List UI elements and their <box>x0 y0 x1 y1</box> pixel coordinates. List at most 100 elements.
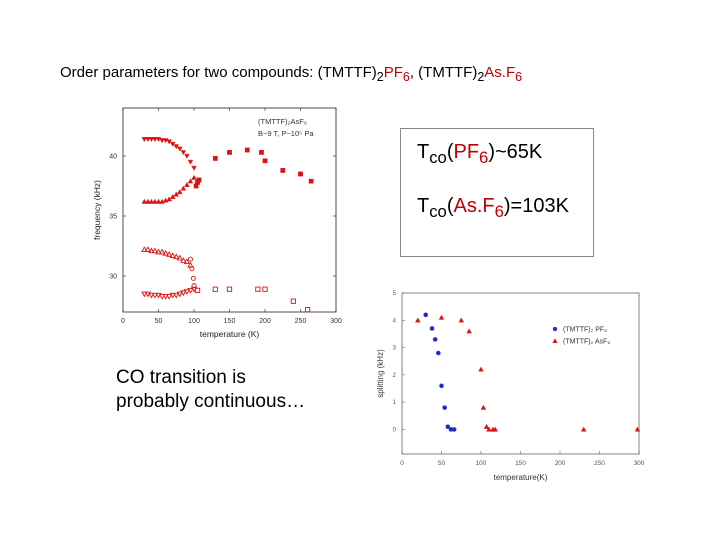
data-point <box>158 294 166 300</box>
data-point <box>262 286 268 292</box>
data-point <box>183 258 191 264</box>
plot-frame <box>401 292 640 455</box>
data-point <box>183 289 191 295</box>
slide-title: Order parameters for two compounds: (TMT… <box>60 64 522 84</box>
data-point <box>148 247 155 254</box>
data-point <box>191 174 197 180</box>
data-point <box>483 423 490 429</box>
title-sep: , <box>409 64 419 81</box>
data-point <box>290 298 297 304</box>
data-point <box>177 146 183 152</box>
data-point <box>155 248 162 255</box>
data-point <box>141 246 148 252</box>
data-point <box>634 426 641 432</box>
title-comp1-anion: PF <box>383 64 403 81</box>
data-point <box>141 137 148 143</box>
data-point <box>436 350 441 356</box>
data-point <box>423 312 428 318</box>
data-point <box>466 328 472 334</box>
data-point <box>298 171 303 177</box>
data-point <box>226 286 233 292</box>
data-point <box>145 198 151 204</box>
y-tick-label: 2 <box>393 373 397 379</box>
y-tick-label: 3 <box>393 346 397 352</box>
data-point <box>173 253 180 260</box>
title-prefix: Order parameters for two compounds: <box>60 64 318 81</box>
co-transition-note: CO transition is probably continuous… <box>116 366 306 414</box>
y-tick-label: 4 <box>393 318 397 324</box>
data-point <box>155 198 162 204</box>
y-tick-label: 0 <box>393 427 397 433</box>
title-comp1-base: (TMTTF) <box>317 64 377 81</box>
data-point <box>486 426 492 432</box>
data-point <box>308 178 314 184</box>
y-tick-label: 40 <box>109 154 117 161</box>
data-point <box>169 193 176 199</box>
data-point <box>442 405 447 410</box>
x-tick-label: 0 <box>400 460 404 467</box>
x-tick-label: 100 <box>188 318 200 325</box>
data-point <box>187 178 194 184</box>
data-point <box>152 198 158 204</box>
data-point <box>180 185 187 191</box>
data-point <box>194 287 201 294</box>
data-point <box>145 137 151 143</box>
x-tick-label: 150 <box>224 318 236 325</box>
data-point <box>184 153 190 159</box>
x-tick-label: 200 <box>259 318 271 325</box>
legend-marker <box>552 326 558 332</box>
data-point <box>432 337 438 342</box>
data-point <box>280 168 286 173</box>
y-tick-label: 35 <box>109 214 117 221</box>
x-tick-label: 250 <box>295 318 307 325</box>
data-point <box>165 251 173 257</box>
title-comp2-anion: As.F <box>484 64 516 81</box>
data-point <box>187 288 194 294</box>
data-point <box>451 427 457 432</box>
frequency-chart: 0 50 100 150 200 250 300 40 35 30 temperature (K) f… <box>92 107 342 339</box>
x-tick-label: 100 <box>476 460 487 467</box>
data-point <box>148 292 155 299</box>
data-point <box>262 158 268 164</box>
data-point <box>158 248 166 255</box>
data-point <box>169 292 176 299</box>
data-point <box>212 156 218 161</box>
title-comp1-anion-sub: 6 <box>402 70 410 84</box>
y-tick-label: 5 <box>393 291 397 297</box>
data-point <box>148 198 155 204</box>
data-point <box>580 426 587 432</box>
title-comp2-anion-sub: 6 <box>515 70 523 84</box>
data-point <box>415 317 421 323</box>
x-tick-label: 150 <box>515 460 526 467</box>
data-point <box>162 249 169 256</box>
data-point <box>173 144 179 150</box>
data-point <box>255 286 261 292</box>
x-tick-label: 0 <box>121 318 125 325</box>
title-comp1-sub: 2 <box>376 70 384 84</box>
data-point <box>166 139 172 145</box>
data-point <box>196 177 202 183</box>
x-tick-label: 250 <box>594 460 605 467</box>
data-point <box>144 246 152 252</box>
y-tick-label: 30 <box>109 274 117 281</box>
data-point <box>180 257 187 263</box>
data-point <box>492 426 498 432</box>
y-axis-label: splitting (kHz) <box>376 349 385 398</box>
data-point <box>191 165 197 171</box>
data-point <box>190 275 196 281</box>
data-point <box>187 159 194 165</box>
tco-pf6-line: Tco(PF6)~65K <box>417 141 543 167</box>
data-point <box>439 383 444 389</box>
data-point <box>244 147 250 153</box>
data-point <box>162 294 169 300</box>
plot-legend-compound: (TMTTF)₂AsF₆ <box>258 117 307 126</box>
data-point <box>173 191 179 197</box>
x-tick-label: 50 <box>438 460 446 467</box>
data-point <box>478 366 484 372</box>
data-point <box>151 247 159 254</box>
data-point <box>176 254 183 261</box>
x-tick-label: 300 <box>634 460 645 467</box>
note-line-1: CO transition is <box>116 367 246 388</box>
data-point <box>173 292 180 299</box>
